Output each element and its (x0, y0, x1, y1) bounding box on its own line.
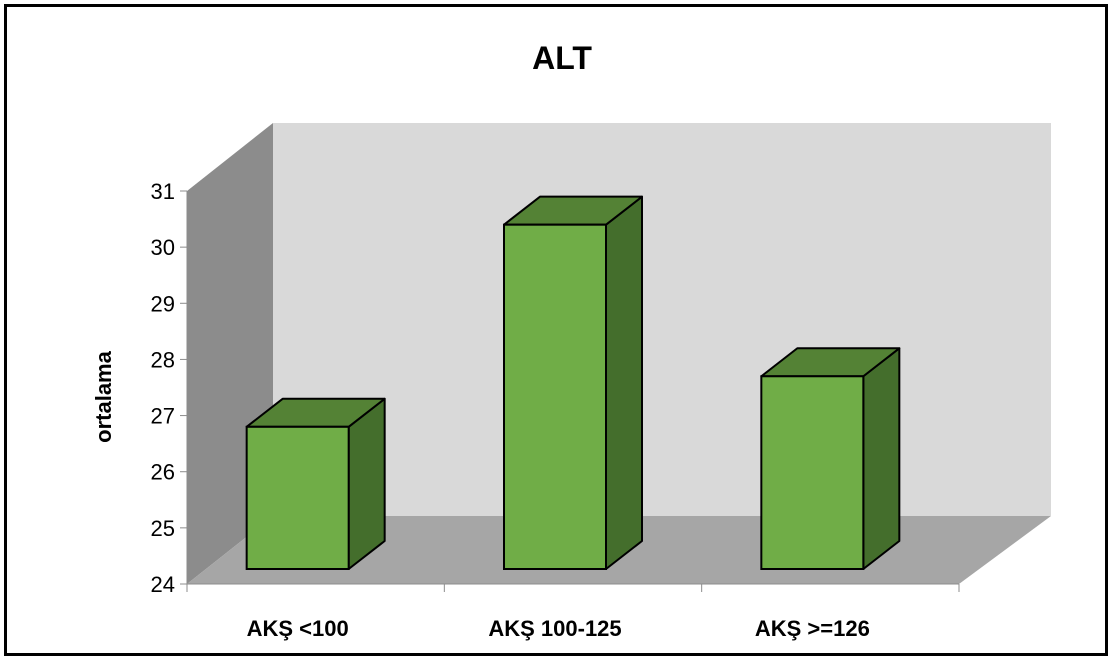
bar (503, 195, 643, 571)
y-tick-label: 24 (151, 572, 175, 597)
bar (760, 347, 901, 570)
y-tick-label: 27 (151, 404, 175, 429)
y-tick-label: 31 (151, 179, 175, 204)
chart-title: ALT (532, 40, 592, 76)
back-wall (273, 123, 1051, 516)
bar-front (760, 375, 865, 570)
bar-side (862, 347, 901, 570)
bar-front (503, 223, 607, 571)
y-tick-label: 30 (151, 235, 175, 260)
x-axis: AKŞ <100 AKŞ 100-125 AKŞ >=126 (186, 584, 960, 641)
y-axis-label: ortalama (91, 350, 116, 442)
y-tick-label: 25 (151, 516, 175, 541)
y-tick-label: 26 (151, 460, 175, 485)
x-tick-label: AKŞ <100 (247, 616, 349, 641)
bars (245, 195, 901, 571)
y-tick-label: 28 (151, 347, 175, 372)
bar (245, 397, 386, 570)
x-tick-label: AKŞ 100-125 (488, 616, 621, 641)
bar-side (605, 195, 643, 570)
y-axis: 24 25 26 27 28 29 30 31 (151, 179, 959, 597)
bar-front (245, 425, 350, 570)
x-tick-label: AKŞ >=126 (755, 616, 870, 641)
chart-frame: 24 25 26 27 28 29 30 31 AKŞ <100 AKŞ 100-125 AKŞ … (4, 4, 1108, 656)
bar-side (347, 397, 386, 570)
y-tick-label: 29 (151, 291, 175, 316)
